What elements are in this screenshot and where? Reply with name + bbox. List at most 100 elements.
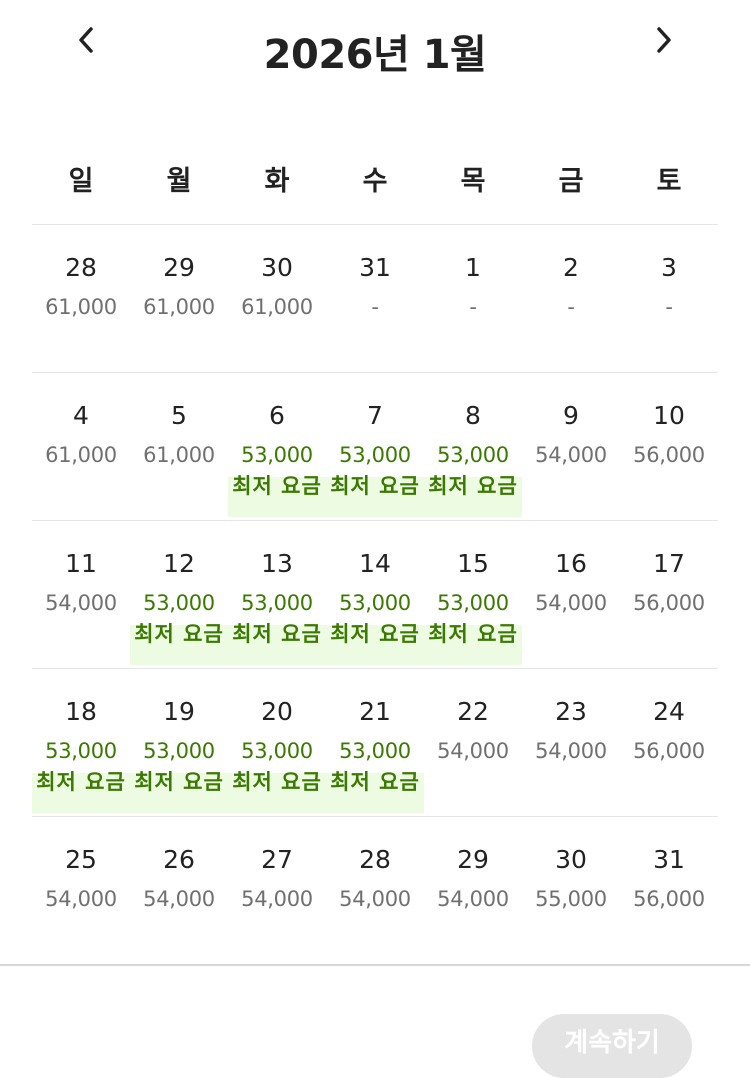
day-price: 53,000 [437,591,509,615]
calendar-day-cell[interactable]: 30 61,000 [228,225,326,372]
calendar-week-row: 28 61,000 29 61,000 30 61,000 31-1-2-3- [32,224,718,372]
calendar-day-cell[interactable]: 22 54,000 [424,669,522,816]
weekday-wed: 수 [362,166,388,197]
calendar-day-cell[interactable]: 28 54,000 [326,817,424,964]
next-month-button[interactable] [642,18,686,62]
day-price: - [371,295,379,319]
lowest-fare-highlight [32,773,130,813]
continue-button[interactable]: 계속하기 [532,1014,692,1078]
day-number: 29 [457,845,489,874]
calendar-day-cell[interactable]: 4 61,000 [32,373,130,520]
day-number: 11 [65,549,97,578]
calendar-day-cell[interactable]: 6 53,000 최저 요금 [228,373,326,520]
day-number: 31 [653,845,685,874]
calendar-week-row: 18 53,000 최저 요금 19 53,000 최저 요금 20 53,000 최저 요금 2… [32,668,718,816]
day-price: 53,000 [143,739,215,763]
calendar-day-cell[interactable]: 17 56,000 [620,521,718,668]
lowest-fare-label: 최저 요금 [232,770,322,794]
calendar-day-cell[interactable]: 23 54,000 [522,669,620,816]
calendar-day-cell[interactable]: 31 56,000 [620,817,718,964]
lowest-fare-highlight [326,477,424,517]
calendar-day-cell[interactable]: 26 54,000 [130,817,228,964]
calendar-day-cell[interactable]: 7 53,000 최저 요금 [326,373,424,520]
day-price: 54,000 [437,739,509,763]
day-price: 53,000 [241,591,313,615]
day-price: 61,000 [45,295,117,319]
day-price: 53,000 [241,739,313,763]
weekday-thu: 목 [460,166,486,197]
lowest-fare-highlight [228,773,326,813]
day-number: 29 [163,253,195,282]
day-number: 28 [359,845,391,874]
calendar-day-cell[interactable]: 3- [620,225,718,372]
day-price: - [567,295,575,319]
day-number: 17 [653,549,685,578]
day-number: 30 [261,253,293,282]
day-number: 10 [653,401,685,430]
lowest-fare-highlight [424,625,522,665]
calendar-day-cell[interactable]: 29 54,000 [424,817,522,964]
lowest-fare-label: 최저 요금 [134,770,224,794]
lowest-fare-label: 최저 요금 [330,474,420,498]
day-number: 18 [65,697,97,726]
calendar-day-cell[interactable]: 1- [424,225,522,372]
calendar-day-cell[interactable]: 11 54,000 [32,521,130,668]
day-number: 7 [367,401,383,430]
calendar-day-cell[interactable]: 19 53,000 최저 요금 [130,669,228,816]
day-number: 12 [163,549,195,578]
day-number: 15 [457,549,489,578]
calendar-day-cell[interactable]: 14 53,000 최저 요금 [326,521,424,668]
lowest-fare-label: 최저 요금 [330,622,420,646]
lowest-fare-label: 최저 요금 [134,622,224,646]
calendar-day-cell[interactable]: 21 53,000 최저 요금 [326,669,424,816]
chevron-left-icon [79,27,93,53]
calendar-day-cell[interactable]: 28 61,000 [32,225,130,372]
lowest-fare-highlight [326,773,424,813]
lowest-fare-label: 최저 요금 [428,622,518,646]
day-price: 56,000 [633,591,705,615]
calendar-day-cell[interactable]: 31 - [326,225,424,372]
day-price: 53,000 [143,591,215,615]
day-number: 5 [171,401,187,430]
calendar-day-cell[interactable]: 12 53,000 최저 요금 [130,521,228,668]
day-number: 31 [359,253,391,282]
calendar-day-cell[interactable]: 16 54,000 [522,521,620,668]
day-price: 53,000 [45,739,117,763]
day-price: 61,000 [143,295,215,319]
weekday-sun: 일 [68,166,94,197]
lowest-fare-highlight [424,477,522,517]
day-number: 26 [163,845,195,874]
day-price: 61,000 [143,443,215,467]
day-number: 13 [261,549,293,578]
calendar-day-cell[interactable]: 9 54,000 [522,373,620,520]
calendar-day-cell[interactable]: 29 61,000 [130,225,228,372]
calendar-day-cell[interactable]: 18 53,000 최저 요금 [32,669,130,816]
calendar-day-cell[interactable]: 24 56,000 [620,669,718,816]
weekday-tue: 화 [264,166,290,197]
calendar-day-cell[interactable]: 2- [522,225,620,372]
calendar-day-cell[interactable]: 10 56,000 [620,373,718,520]
calendar-day-cell[interactable]: 30 55,000 [522,817,620,964]
day-price: 54,000 [45,591,117,615]
day-price: 54,000 [339,887,411,911]
day-price: - [469,295,477,319]
lowest-fare-label: 최저 요금 [36,770,126,794]
day-number: 6 [269,401,285,430]
calendar-day-cell[interactable]: 15 53,000 최저 요금 [424,521,522,668]
day-price: 53,000 [339,591,411,615]
calendar-day-cell[interactable]: 20 53,000 최저 요금 [228,669,326,816]
calendar-day-cell[interactable]: 27 54,000 [228,817,326,964]
calendar-week-row: 25 54,000 26 54,000 27 54,000 28 54,000 29 54,000… [32,816,718,964]
day-number: 14 [359,549,391,578]
day-price: 56,000 [633,739,705,763]
calendar-day-cell[interactable]: 13 53,000 최저 요금 [228,521,326,668]
calendar-day-cell[interactable]: 8 53,000 최저 요금 [424,373,522,520]
lowest-fare-highlight [326,625,424,665]
weekday-fri: 금 [558,166,584,197]
day-number: 2 [563,253,579,282]
calendar-day-cell[interactable]: 25 54,000 [32,817,130,964]
calendar-day-cell[interactable]: 5 61,000 [130,373,228,520]
day-price: 54,000 [45,887,117,911]
calendar-header: 2026년 1월 [0,0,750,100]
prev-month-button[interactable] [64,18,108,62]
